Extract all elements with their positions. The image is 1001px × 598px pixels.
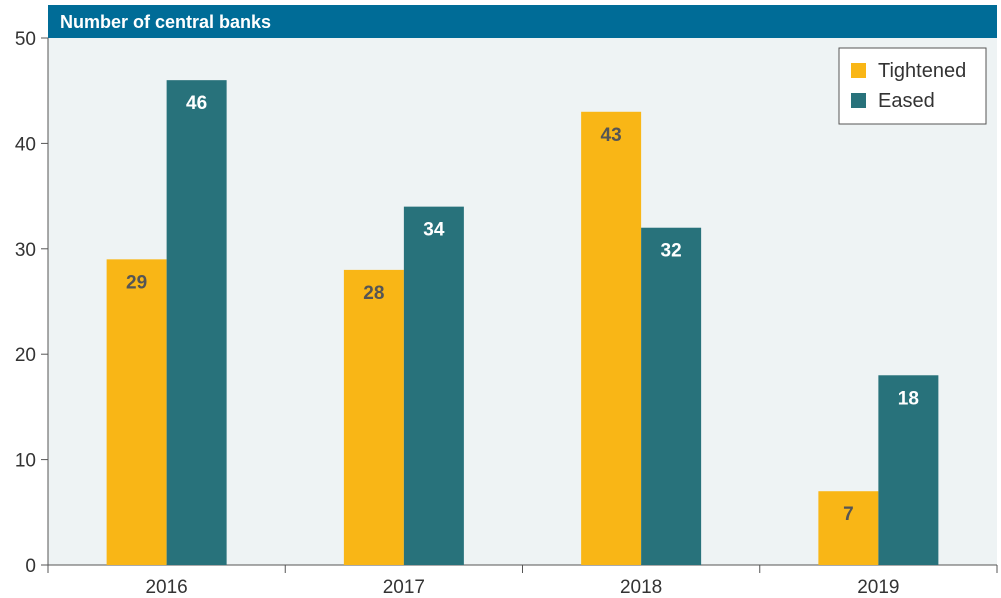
x-tick-label: 2016 [145, 577, 187, 598]
legend-swatch-eased [851, 93, 866, 108]
data-label-eased-2016: 46 [186, 93, 207, 114]
bar-eased-2017 [403, 206, 464, 565]
bar-tightened-2016 [106, 259, 167, 565]
chart-title: Number of central banks [60, 12, 271, 32]
legend-label-tightened: Tightened [878, 60, 966, 82]
axes: 0 10 20 30 40 50 2016 2017 2018 2019 [15, 29, 998, 598]
data-label-tightened-2019: 7 [843, 504, 854, 525]
y-tick-label: 20 [15, 345, 36, 366]
legend-swatch-tightened [851, 63, 866, 78]
y-tick-label: 10 [15, 451, 36, 472]
bar-eased-2018 [641, 227, 702, 565]
data-label-eased-2018: 32 [661, 241, 682, 262]
x-tick-label: 2019 [857, 577, 899, 598]
bars: 29 46 28 34 43 32 7 18 [106, 80, 939, 565]
legend: Tightened Eased [838, 47, 987, 125]
bar-tightened-2019 [818, 491, 879, 565]
x-tick-label: 2018 [620, 577, 662, 598]
x-tick-label: 2017 [383, 577, 425, 598]
data-label-tightened-2018: 43 [601, 125, 622, 146]
data-label-eased-2017: 34 [423, 220, 445, 241]
data-label-tightened-2017: 28 [363, 283, 384, 304]
bar-eased-2019 [878, 375, 939, 565]
data-label-tightened-2016: 29 [126, 272, 147, 293]
chart-title-bar [48, 5, 997, 38]
y-tick-label: 0 [25, 556, 36, 577]
legend-box [838, 47, 987, 125]
data-label-eased-2019: 18 [898, 388, 919, 409]
y-tick-label: 50 [15, 29, 36, 50]
y-tick-label: 30 [15, 240, 36, 261]
bar-tightened-2017 [343, 269, 404, 565]
y-tick-label: 40 [15, 134, 36, 155]
bar-eased-2016 [166, 80, 227, 565]
bar-tightened-2018 [581, 111, 642, 565]
legend-label-eased: Eased [878, 90, 935, 112]
